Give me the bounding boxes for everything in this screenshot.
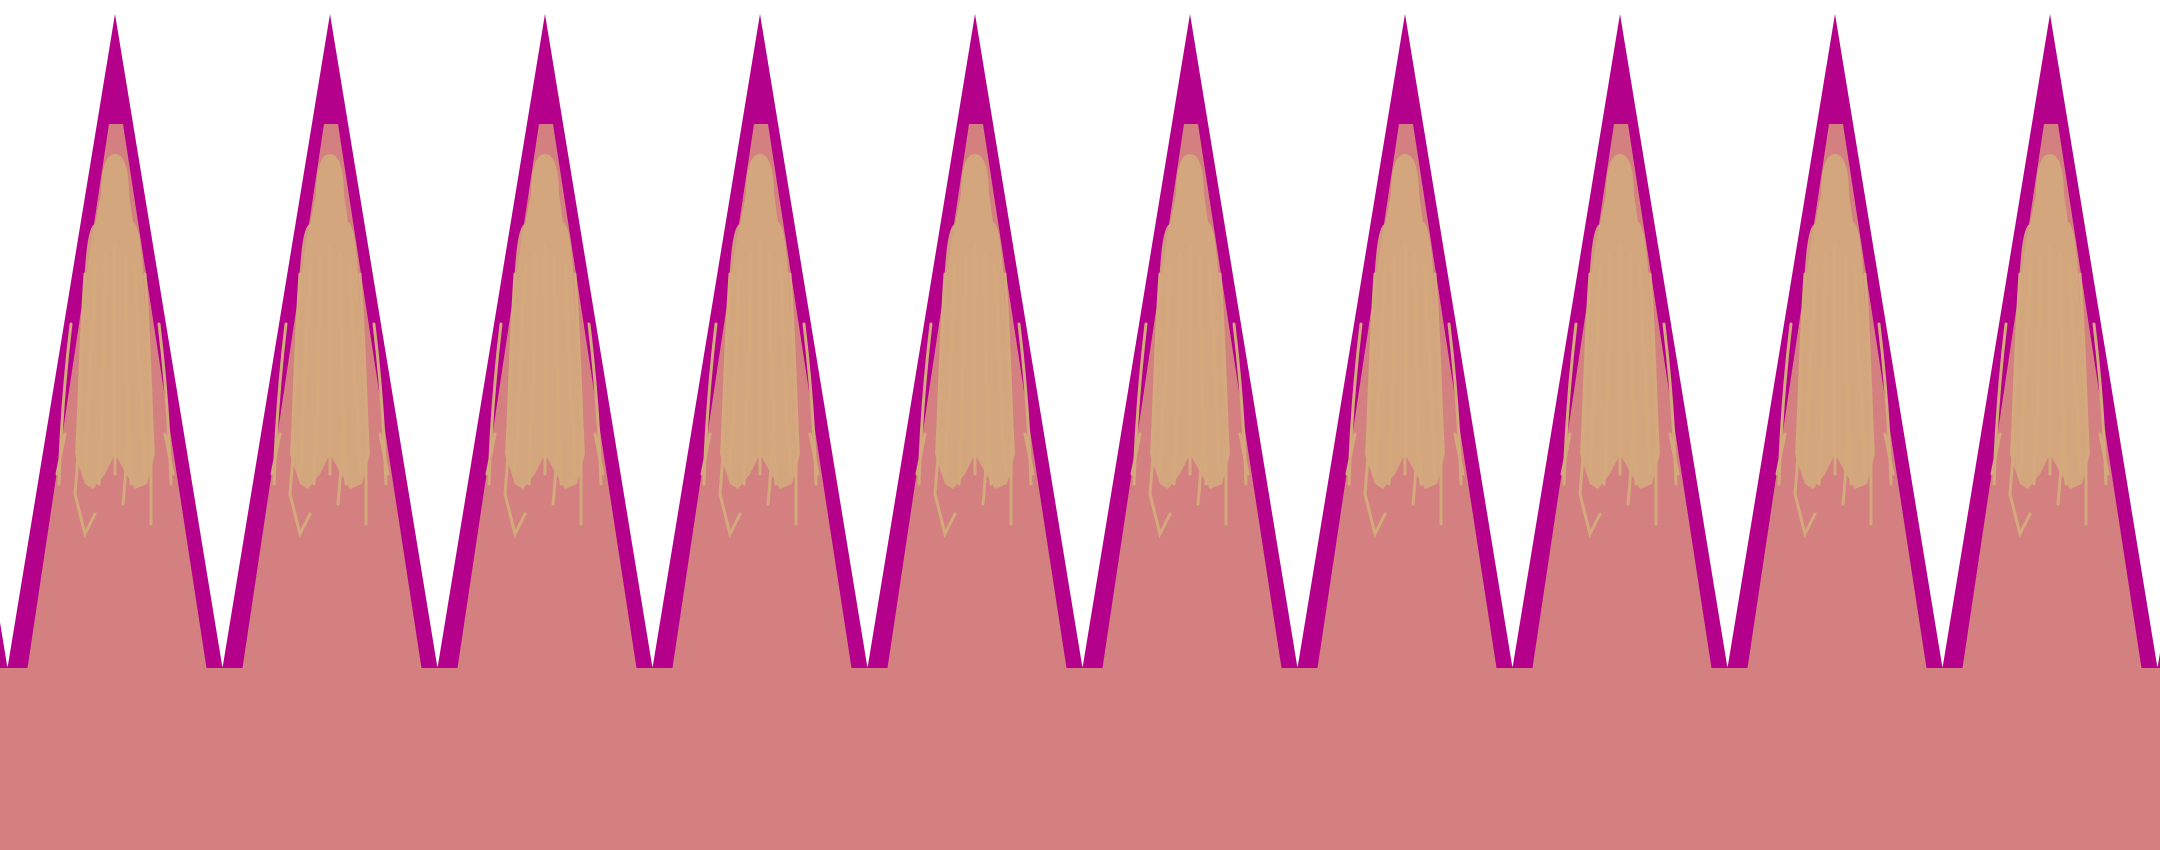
base-band bbox=[0, 666, 2160, 850]
triangle-outline bbox=[0, 622, 8, 668]
triangle-outline bbox=[2157, 652, 2160, 668]
